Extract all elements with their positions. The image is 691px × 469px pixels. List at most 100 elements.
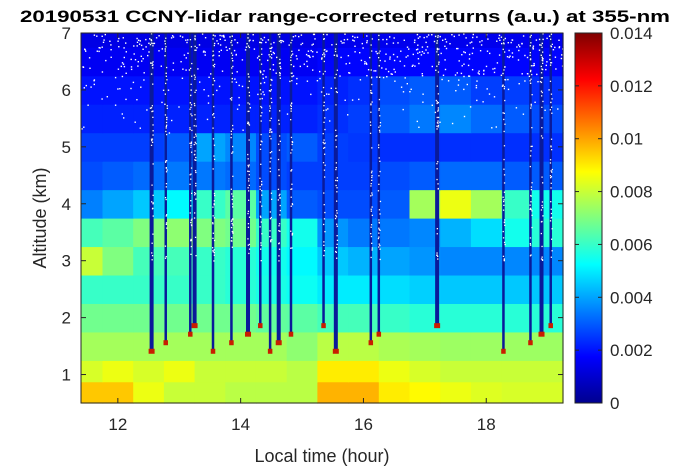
heatmap-cell	[470, 33, 503, 48]
noise-speck	[165, 171, 168, 173]
noise-speck	[199, 81, 201, 83]
noise-speck	[529, 244, 532, 246]
noise-speck	[213, 217, 216, 219]
noise-speck	[290, 56, 292, 58]
noise-speck	[279, 77, 281, 79]
noise-speck	[530, 105, 532, 107]
cloud-base	[267, 348, 273, 354]
heatmap-cell	[81, 246, 104, 276]
heatmap-cell	[81, 75, 104, 105]
y-tick-label: 7	[62, 24, 71, 43]
noise-speck	[549, 54, 551, 56]
noise-speck	[278, 169, 280, 171]
noise-speck	[460, 72, 463, 75]
noise-speck	[230, 240, 232, 242]
noise-speck	[496, 40, 498, 42]
noise-speck	[164, 55, 166, 57]
noise-speck	[504, 224, 506, 226]
noise-speck	[504, 79, 506, 81]
noise-speck	[323, 218, 326, 220]
noise-speck	[247, 37, 249, 39]
noise-speck	[213, 252, 215, 254]
noise-speck	[213, 44, 215, 47]
noise-speck	[231, 67, 233, 69]
noise-speck	[436, 228, 438, 230]
noise-speck	[248, 248, 251, 250]
noise-speck	[194, 159, 196, 161]
noise-speck	[191, 192, 193, 194]
noise-speck	[542, 62, 544, 64]
heatmap-cell	[225, 331, 257, 361]
noise-speck	[247, 45, 250, 47]
noise-speck	[323, 244, 325, 246]
noise-speck	[244, 49, 247, 51]
noise-speck	[291, 72, 293, 74]
noise-speck	[379, 115, 381, 117]
cloud-column	[192, 33, 197, 327]
noise-speck	[204, 54, 206, 56]
cloud-base	[528, 340, 533, 346]
noise-speck	[151, 252, 153, 254]
noise-speck	[152, 194, 154, 196]
noise-speck	[238, 96, 240, 99]
noise-speck	[260, 244, 262, 246]
heatmap-cell	[470, 161, 503, 191]
noise-speck	[336, 200, 338, 202]
noise-speck	[261, 141, 263, 143]
noise-speck	[258, 55, 260, 57]
noise-speck	[542, 38, 544, 41]
noise-speck	[291, 50, 293, 52]
noise-speck	[189, 212, 191, 214]
heatmap-cell	[194, 360, 226, 383]
noise-speck	[269, 105, 271, 107]
heatmap-cell	[133, 104, 165, 134]
noise-speck	[436, 125, 438, 127]
noise-speck	[143, 79, 145, 81]
plot-frame	[80, 32, 564, 404]
noise-speck	[300, 43, 302, 46]
noise-speck	[389, 56, 391, 58]
noise-speck	[356, 36, 359, 38]
cloud-base	[548, 323, 553, 329]
noise-speck	[269, 236, 271, 238]
noise-speck	[130, 66, 133, 68]
heatmap-cell	[225, 274, 257, 304]
noise-speck	[268, 54, 270, 56]
noise-speck	[456, 47, 458, 50]
heatmap-cell	[378, 303, 411, 333]
noise-speck	[213, 239, 216, 242]
noise-speck	[247, 244, 249, 246]
noise-speck	[151, 201, 153, 203]
noise-speck	[545, 68, 547, 71]
noise-speck	[236, 71, 238, 73]
noise-speck	[155, 37, 158, 39]
noise-speck	[269, 135, 271, 137]
noise-speck	[370, 235, 373, 238]
noise-speck	[549, 162, 552, 164]
noise-speck	[218, 55, 220, 57]
noise-speck	[267, 59, 269, 62]
noise-speck	[477, 72, 479, 74]
noise-speck	[416, 120, 418, 123]
noise-speck	[238, 84, 240, 87]
noise-speck	[483, 69, 485, 72]
noise-speck	[190, 178, 192, 180]
noise-speck	[541, 91, 543, 94]
noise-speck	[550, 101, 552, 104]
noise-speck	[119, 88, 121, 90]
heatmap-cell	[348, 161, 380, 191]
heatmap-cell	[317, 33, 349, 48]
noise-speck	[219, 34, 221, 37]
noise-speck	[261, 53, 263, 55]
noise-speck	[498, 37, 500, 39]
colorbar-tick-label: 0.014	[610, 24, 653, 43]
noise-speck	[518, 83, 520, 85]
noise-speck	[291, 169, 293, 171]
noise-speck	[352, 35, 354, 38]
noise-speck	[93, 79, 96, 81]
heatmap-cell	[470, 246, 503, 276]
heatmap-cell	[133, 75, 165, 105]
heatmap-cell	[440, 360, 472, 383]
noise-speck	[165, 130, 167, 133]
noise-speck	[486, 88, 488, 90]
